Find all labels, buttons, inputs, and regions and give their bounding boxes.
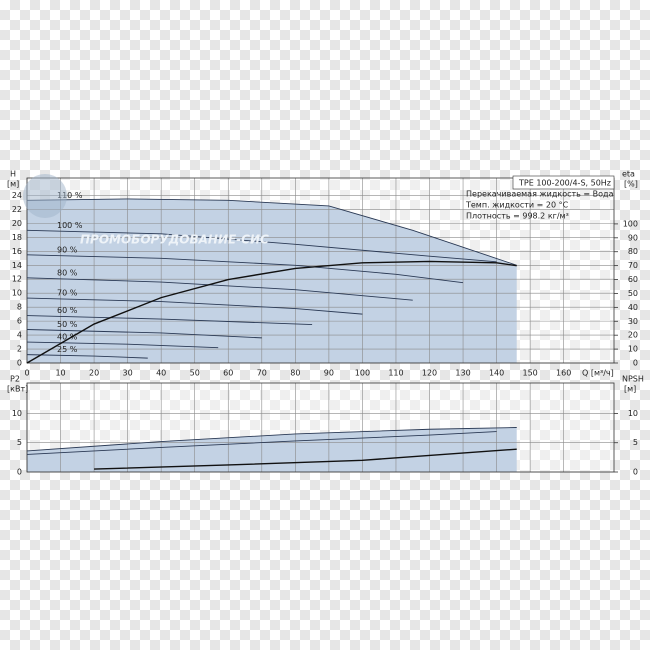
curve-label: 100 % (57, 221, 83, 230)
y2-tick-label: 50 (628, 289, 638, 298)
y-tick-label: 20 (12, 219, 22, 228)
series-line (26, 198, 517, 266)
x-tick-label: 10 (55, 369, 65, 378)
x-tick-label: 0 (24, 369, 29, 378)
series-line (26, 431, 497, 455)
series-line (26, 354, 148, 359)
y-tick-label: 5 (17, 438, 22, 447)
y-tick-label: 10 (12, 289, 22, 298)
annotation: Темп. жидкости = 20 °C (465, 201, 569, 210)
y2-axis-label: eta (622, 170, 635, 179)
curve-label: 110 % (57, 191, 83, 200)
x-tick-label: 60 (223, 369, 233, 378)
y-axis-unit: [м] (7, 180, 19, 189)
y-tick-label: 2 (17, 345, 22, 354)
x-tick-label: 30 (123, 369, 133, 378)
y2-axis-unit: [м] (624, 385, 636, 394)
y-axis-label: H (10, 170, 16, 179)
y2-tick-label: 20 (628, 331, 638, 340)
y-tick-label: 24 (12, 191, 22, 200)
series-line (26, 315, 313, 326)
y-tick-label: 22 (12, 205, 22, 214)
y2-tick-label: 40 (628, 303, 638, 312)
x-tick-label: 100 (355, 369, 370, 378)
curve-label: 60 % (57, 306, 78, 315)
curve-label: 80 % (57, 268, 78, 277)
y-tick-label: 14 (12, 261, 22, 270)
series-line (26, 277, 413, 301)
y2-tick-label: 60 (628, 275, 638, 284)
x-tick-label: 20 (89, 369, 99, 378)
y-tick-label: 6 (17, 317, 22, 326)
y2-tick-label: 10 (628, 409, 638, 418)
series-line (26, 329, 262, 339)
x-tick-label: 50 (190, 369, 200, 378)
plot-frame (26, 382, 615, 473)
y2-tick-label: 5 (633, 438, 638, 447)
y-axis-label: P2 (10, 375, 20, 384)
envelope-area (27, 198, 517, 363)
annotation: Перекачиваемая жидкость = Вода (466, 190, 614, 199)
x-tick-label: 120 (422, 369, 437, 378)
x-tick-label: 130 (455, 369, 470, 378)
y-tick-label: 10 (12, 409, 22, 418)
y2-tick-label: 100 (623, 219, 638, 228)
y2-tick-label: 30 (628, 317, 638, 326)
curve-label: 50 % (57, 320, 78, 329)
series-line (26, 229, 497, 263)
series-line (94, 448, 517, 470)
plot-frame (26, 177, 615, 364)
curve-label: 40 % (57, 333, 78, 342)
y2-axis-unit: [%] (624, 180, 638, 189)
x-axis-label: Q [м³/ч] (582, 369, 614, 378)
annotation: Плотность = 998.2 кг/м³ (466, 212, 569, 221)
series-line (26, 427, 517, 452)
y2-tick-label: 80 (628, 247, 638, 256)
y-tick-label: 0 (17, 359, 22, 368)
series-line (26, 297, 363, 315)
y-tick-label: 16 (12, 247, 22, 256)
x-tick-label: 90 (324, 369, 334, 378)
y2-tick-label: 10 (628, 345, 638, 354)
y2-tick-label: 70 (628, 261, 638, 270)
y2-tick-label: 0 (633, 468, 638, 477)
y2-tick-label: 0 (633, 359, 638, 368)
y-tick-label: 8 (17, 303, 22, 312)
x-tick-label: 160 (556, 369, 571, 378)
x-tick-label: 140 (489, 369, 504, 378)
curve-label: 90 % (57, 245, 78, 254)
curve-label: 25 % (57, 345, 78, 354)
curve-label: 70 % (57, 289, 78, 298)
x-tick-label: 40 (156, 369, 166, 378)
series-line (26, 254, 464, 284)
y-tick-label: 0 (17, 468, 22, 477)
y2-tick-label: 90 (628, 233, 638, 242)
x-tick-label: 150 (523, 369, 538, 378)
x-tick-label: 80 (290, 369, 300, 378)
header: TPE 100-200/4-S, 50Hz (518, 179, 611, 188)
y-axis-unit: [кВт] (7, 385, 28, 394)
watermark: ПРОМОБОРУДОВАНИЕ-СИС (80, 233, 269, 247)
series-line (26, 260, 517, 364)
x-tick-label: 70 (257, 369, 267, 378)
envelope-area (27, 427, 517, 472)
y-tick-label: 4 (17, 331, 22, 340)
y-tick-label: 18 (12, 233, 22, 242)
watermark-logo (23, 174, 67, 218)
header-box (512, 175, 615, 190)
y2-axis-label: NPSH (622, 375, 644, 384)
x-tick-label: 110 (388, 369, 403, 378)
y-tick-label: 12 (12, 275, 22, 284)
